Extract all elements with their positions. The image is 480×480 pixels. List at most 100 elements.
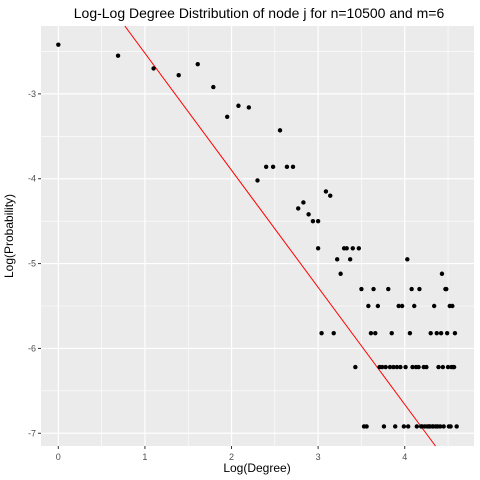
data-point [319, 330, 324, 336]
data-point [224, 114, 230, 119]
data-point [407, 330, 413, 336]
regression-line [124, 25, 436, 447]
data-point [451, 364, 457, 370]
data-point [115, 53, 121, 58]
data-point [436, 364, 441, 370]
data-point [290, 164, 296, 170]
data-point [364, 424, 369, 429]
data-point [383, 364, 388, 370]
data-point [338, 271, 343, 276]
data-point [263, 164, 269, 170]
x-tick-label: 4 [402, 452, 407, 462]
data-point [401, 424, 407, 429]
axis-ticks: 0 1 2 3 4 -7 -6 -5 -4 -3 [28, 89, 407, 462]
data-point [310, 218, 316, 224]
data-point [428, 330, 433, 336]
y-tick-label: -6 [28, 343, 36, 353]
data-point [438, 424, 443, 429]
data-point [450, 303, 455, 309]
data-point [403, 364, 408, 370]
data-point [353, 364, 358, 370]
data-point [386, 286, 391, 292]
data-point [394, 364, 400, 370]
data-point [416, 364, 421, 370]
data-point [409, 286, 414, 292]
data-point [387, 364, 393, 370]
data-point [236, 103, 241, 108]
y-tick-label: -3 [28, 89, 36, 99]
data-point [431, 303, 437, 309]
data-point [328, 193, 333, 198]
y-tick-label: -4 [28, 174, 36, 184]
fit-line-layer [124, 25, 436, 447]
data-point [211, 84, 216, 90]
data-point [347, 257, 353, 262]
y-axis-title: Log(Probability) [2, 194, 16, 278]
data-points [56, 42, 459, 429]
data-point [334, 257, 340, 262]
y-tick-label: -7 [28, 428, 36, 438]
data-point [359, 286, 364, 292]
data-point [441, 424, 446, 429]
data-point [381, 424, 387, 429]
data-point [396, 303, 401, 309]
chart-title: Log-Log Degree Distribution of node j fo… [74, 5, 445, 21]
data-point [440, 364, 446, 370]
data-point [424, 364, 429, 370]
data-point [270, 164, 276, 170]
data-point [368, 330, 374, 336]
data-point [448, 424, 453, 429]
data-point [399, 303, 405, 309]
data-point [417, 286, 422, 292]
data-point [389, 330, 394, 336]
data-point [277, 128, 283, 133]
data-point [356, 246, 362, 251]
data-point [151, 66, 156, 71]
data-point [284, 164, 290, 170]
data-point [301, 200, 306, 205]
x-tick-label: 1 [142, 452, 147, 462]
data-point [452, 330, 458, 336]
data-point [296, 206, 301, 211]
data-point [439, 271, 445, 276]
data-point [444, 330, 450, 336]
data-point [438, 330, 444, 336]
data-point [56, 42, 61, 47]
data-point [412, 303, 417, 309]
data-point [445, 364, 451, 370]
data-point [444, 286, 449, 292]
data-point [344, 246, 349, 251]
data-point [176, 73, 181, 78]
data-point [246, 105, 252, 110]
data-point [392, 424, 398, 429]
data-point [434, 330, 439, 336]
x-tick-label: 0 [56, 452, 61, 462]
data-point [306, 212, 311, 217]
data-point [331, 330, 336, 336]
data-point [414, 424, 420, 429]
x-tick-label: 3 [316, 452, 321, 462]
data-point [373, 330, 378, 336]
data-point [398, 364, 403, 370]
data-point [315, 246, 321, 251]
data-point [391, 364, 396, 370]
data-point [405, 424, 411, 429]
data-point [410, 364, 415, 370]
y-tick-label: -5 [28, 259, 36, 269]
grid-lines [41, 26, 474, 446]
data-point [405, 257, 410, 262]
data-point [350, 246, 355, 251]
x-tick-label: 2 [229, 452, 234, 462]
data-point [315, 218, 321, 224]
data-point [375, 303, 381, 309]
x-axis-title: Log(Degree) [223, 461, 290, 475]
data-point [380, 364, 385, 370]
data-point [323, 189, 329, 194]
data-point [195, 61, 200, 67]
data-point [255, 178, 260, 183]
plot-panel [41, 26, 474, 446]
data-point [454, 424, 459, 429]
data-point [366, 303, 371, 309]
data-point [371, 286, 376, 292]
